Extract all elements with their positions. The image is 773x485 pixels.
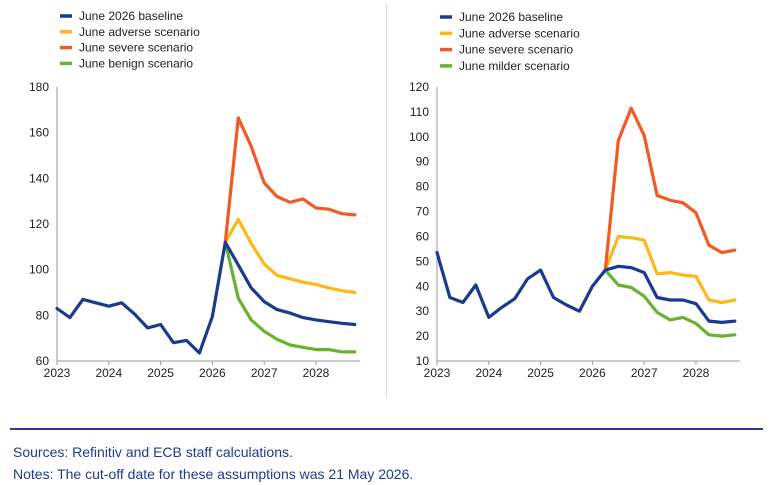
x-tick-label: 2025 — [147, 366, 174, 380]
legend-label: June severe scenario — [459, 43, 573, 57]
x-tick-label: 2027 — [631, 366, 658, 380]
x-tick-label: 2024 — [95, 366, 122, 380]
series-line-4 — [603, 268, 737, 338]
y-tick-label: 110 — [410, 105, 429, 119]
y-tick-label: 180 — [29, 80, 49, 94]
charts-figure: 60 80 100 120 140 160 180 2023 2024 2025 2026 2027 2… — [29, 9, 740, 380]
legend-label: June severe scenario — [79, 41, 193, 55]
panel-divider — [386, 4, 387, 398]
legend-label: June milder scenario — [459, 59, 570, 73]
sources-note: Sources: Refinitiv and ECB staff calcula… — [13, 444, 293, 460]
x-tick-label: 2023 — [44, 366, 71, 380]
y-tick-label: 120 — [29, 217, 49, 231]
chart-1: 60 80 100 120 140 160 180 2023 2024 2025 2026 2027 2… — [29, 9, 360, 380]
x-tick-label: 2024 — [475, 366, 502, 380]
x-tick-label: 2027 — [251, 366, 278, 380]
x-tick-label: 2026 — [579, 366, 606, 380]
y-tick-label: 140 — [29, 171, 49, 185]
x-tick-label: 2025 — [527, 366, 554, 380]
y-tick-label: 70 — [416, 205, 430, 219]
x-tick-label: 2028 — [683, 366, 710, 380]
series-line-4 — [223, 240, 357, 354]
footer-rule — [10, 428, 763, 430]
y-tick-label: 120 — [409, 80, 429, 94]
legend-label: June 2026 baseline — [459, 10, 563, 24]
series-line-3 — [603, 106, 737, 272]
series-line-1 — [435, 251, 737, 324]
x-tick-label: 2023 — [424, 366, 451, 380]
x-tick-label: 2028 — [303, 366, 330, 380]
notes-note: Notes: The cut-off date for these assump… — [13, 466, 414, 482]
chart-2: 10 20 30 40 50 60 70 80 90 100 110 120 2023 2024 2025 2… — [409, 10, 740, 380]
y-tick-label: 10 — [416, 354, 430, 368]
x-tick-label: 2026 — [199, 366, 226, 380]
y-tick-label: 30 — [416, 304, 430, 318]
y-tick-label: 90 — [416, 155, 430, 169]
y-tick-label: 60 — [36, 354, 50, 368]
legend-label: June 2026 baseline — [79, 9, 183, 23]
legend-label: June adverse scenario — [79, 25, 200, 39]
y-tick-label: 100 — [29, 263, 49, 277]
series-line-1 — [55, 240, 357, 355]
y-tick-label: 40 — [416, 279, 430, 293]
y-tick-label: 80 — [416, 180, 430, 194]
series-line-2 — [223, 217, 357, 295]
y-tick-label: 20 — [416, 329, 430, 343]
series-line-3 — [223, 116, 357, 244]
y-tick-label: 80 — [36, 308, 50, 322]
legend-label: June benign scenario — [79, 56, 193, 70]
y-tick-label: 60 — [416, 229, 430, 243]
y-tick-label: 160 — [29, 126, 49, 140]
y-tick-label: 50 — [416, 254, 430, 268]
series-line-2 — [603, 234, 737, 305]
legend-label: June adverse scenario — [459, 26, 580, 40]
y-tick-label: 100 — [409, 130, 429, 144]
